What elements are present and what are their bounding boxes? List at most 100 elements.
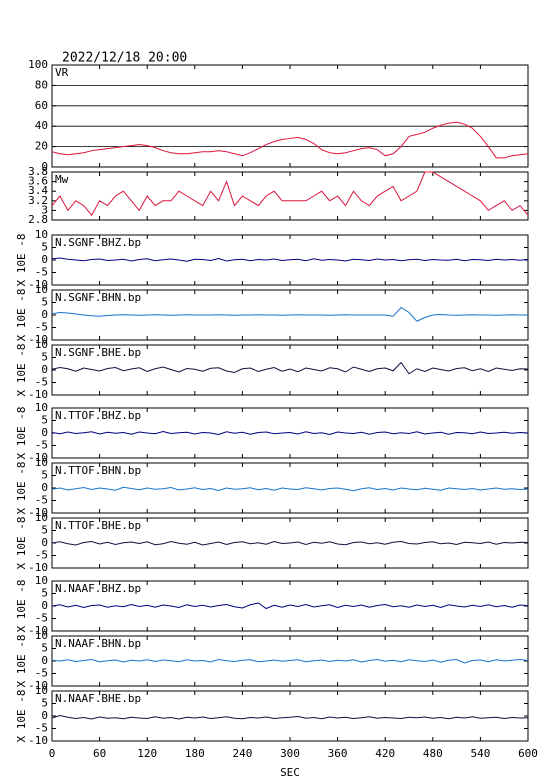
y-tick-label: 40 [35,119,48,132]
y-tick-label: 0 [41,481,48,494]
series-label: N.TTOF.BHZ.bp [55,409,141,422]
x-axis-label: SEC [280,766,300,779]
x-tick-label: 300 [280,747,300,760]
y-tick-label: 10 [35,684,48,697]
y-tick-label: 5 [41,469,48,482]
y-tick-label: 10 [35,574,48,587]
trace [51,430,529,436]
y-axis-label: X 10E -8 [15,344,28,397]
y-axis-label: X 10E -8 [15,462,28,515]
y-tick-label: 5 [41,414,48,427]
series-label: N.SGNF.BHE.bp [55,346,141,359]
y-tick-label: 10 [35,401,48,414]
y-tick-label: 60 [35,99,48,112]
y-tick-label: -5 [35,266,48,279]
series-label: N.NAAF.BHZ.bp [55,582,141,595]
series-label: N.SGNF.BHZ.bp [55,236,141,249]
y-tick-label: 0 [41,363,48,376]
trace [51,714,529,720]
y-tick-label: 5 [41,587,48,600]
x-tick-label: 360 [328,747,348,760]
y-axis-label: X 10E -8 [15,690,28,743]
y-tick-label: -5 [35,439,48,452]
y-tick-label: 0 [41,253,48,266]
y-tick-label: 5 [41,296,48,309]
y-tick-label: 10 [35,338,48,351]
y-axis-label: X 10E -8 [15,580,28,633]
x-tick-label: 0 [49,747,56,760]
trace [51,121,529,159]
y-tick-label: 0 [41,160,48,173]
x-tick-label: 60 [93,747,106,760]
y-tick-label: 100 [28,58,48,71]
chart-title: 2022/12/18 20:00 [62,51,187,66]
trace [51,602,529,610]
y-tick-label: -10 [28,734,48,747]
y-tick-label: 3.4 [28,184,48,197]
y-tick-label: -10 [28,506,48,519]
y-tick-label: 0 [41,654,48,667]
trace [51,257,529,262]
y-tick-label: -10 [28,561,48,574]
y-tick-label: -5 [35,612,48,625]
series-label: Mw [55,173,69,186]
trace [51,171,529,217]
x-tick-label: 600 [518,747,538,760]
x-tick-label: 480 [423,747,443,760]
y-tick-label: -10 [28,679,48,692]
y-tick-label: -5 [35,549,48,562]
y-tick-label: 3.2 [28,194,48,207]
y-tick-label: -10 [28,451,48,464]
x-tick-label: 120 [137,747,157,760]
y-tick-label: 5 [41,642,48,655]
y-axis-label: X 10E -8 [15,289,28,342]
y-tick-label: 10 [35,511,48,524]
y-tick-label: -10 [28,333,48,346]
y-tick-label: -10 [28,278,48,291]
trace [51,306,528,322]
y-axis-label: X 10E -8 [15,635,28,688]
y-tick-label: -10 [28,624,48,637]
y-tick-label: 20 [35,140,48,153]
y-tick-label: 80 [35,78,48,91]
y-tick-label: 5 [41,697,48,710]
y-tick-label: 5 [41,241,48,254]
y-tick-label: 3 [41,203,48,216]
y-tick-label: -5 [35,494,48,507]
x-tick-label: 540 [470,747,490,760]
y-tick-label: -5 [35,376,48,389]
trace [51,658,529,664]
y-tick-label: 10 [35,629,48,642]
series-label: N.TTOF.BHE.bp [55,519,141,532]
x-tick-label: 180 [185,747,205,760]
y-tick-label: 0 [41,599,48,612]
y-axis-label: X 10E -8 [15,234,28,287]
y-tick-label: 5 [41,524,48,537]
y-tick-label: -5 [35,667,48,680]
panel-frame [51,171,529,221]
y-tick-label: 0 [41,536,48,549]
panel-frame [51,64,529,168]
series-label: N.NAAF.BHN.bp [55,637,141,650]
series-label: N.SGNF.BHN.bp [55,291,141,304]
y-tick-label: 2.8 [28,213,48,226]
y-axis-label: X 10E -8 [15,407,28,460]
y-tick-label: -5 [35,321,48,334]
y-tick-label: 3.8 [28,165,48,178]
trace [51,361,529,375]
y-tick-label: -10 [28,388,48,401]
y-tick-label: 3.6 [28,175,48,188]
trace [51,486,529,492]
y-tick-label: 0 [41,709,48,722]
y-tick-label: 10 [35,228,48,241]
y-tick-label: 10 [35,283,48,296]
x-tick-label: 240 [232,747,252,760]
x-tick-label: 420 [375,747,395,760]
y-tick-label: 0 [41,426,48,439]
series-label: N.TTOF.BHN.bp [55,464,141,477]
y-tick-label: 0 [41,308,48,321]
y-tick-label: 10 [35,456,48,469]
y-tick-label: -5 [35,722,48,735]
trace [51,540,529,546]
